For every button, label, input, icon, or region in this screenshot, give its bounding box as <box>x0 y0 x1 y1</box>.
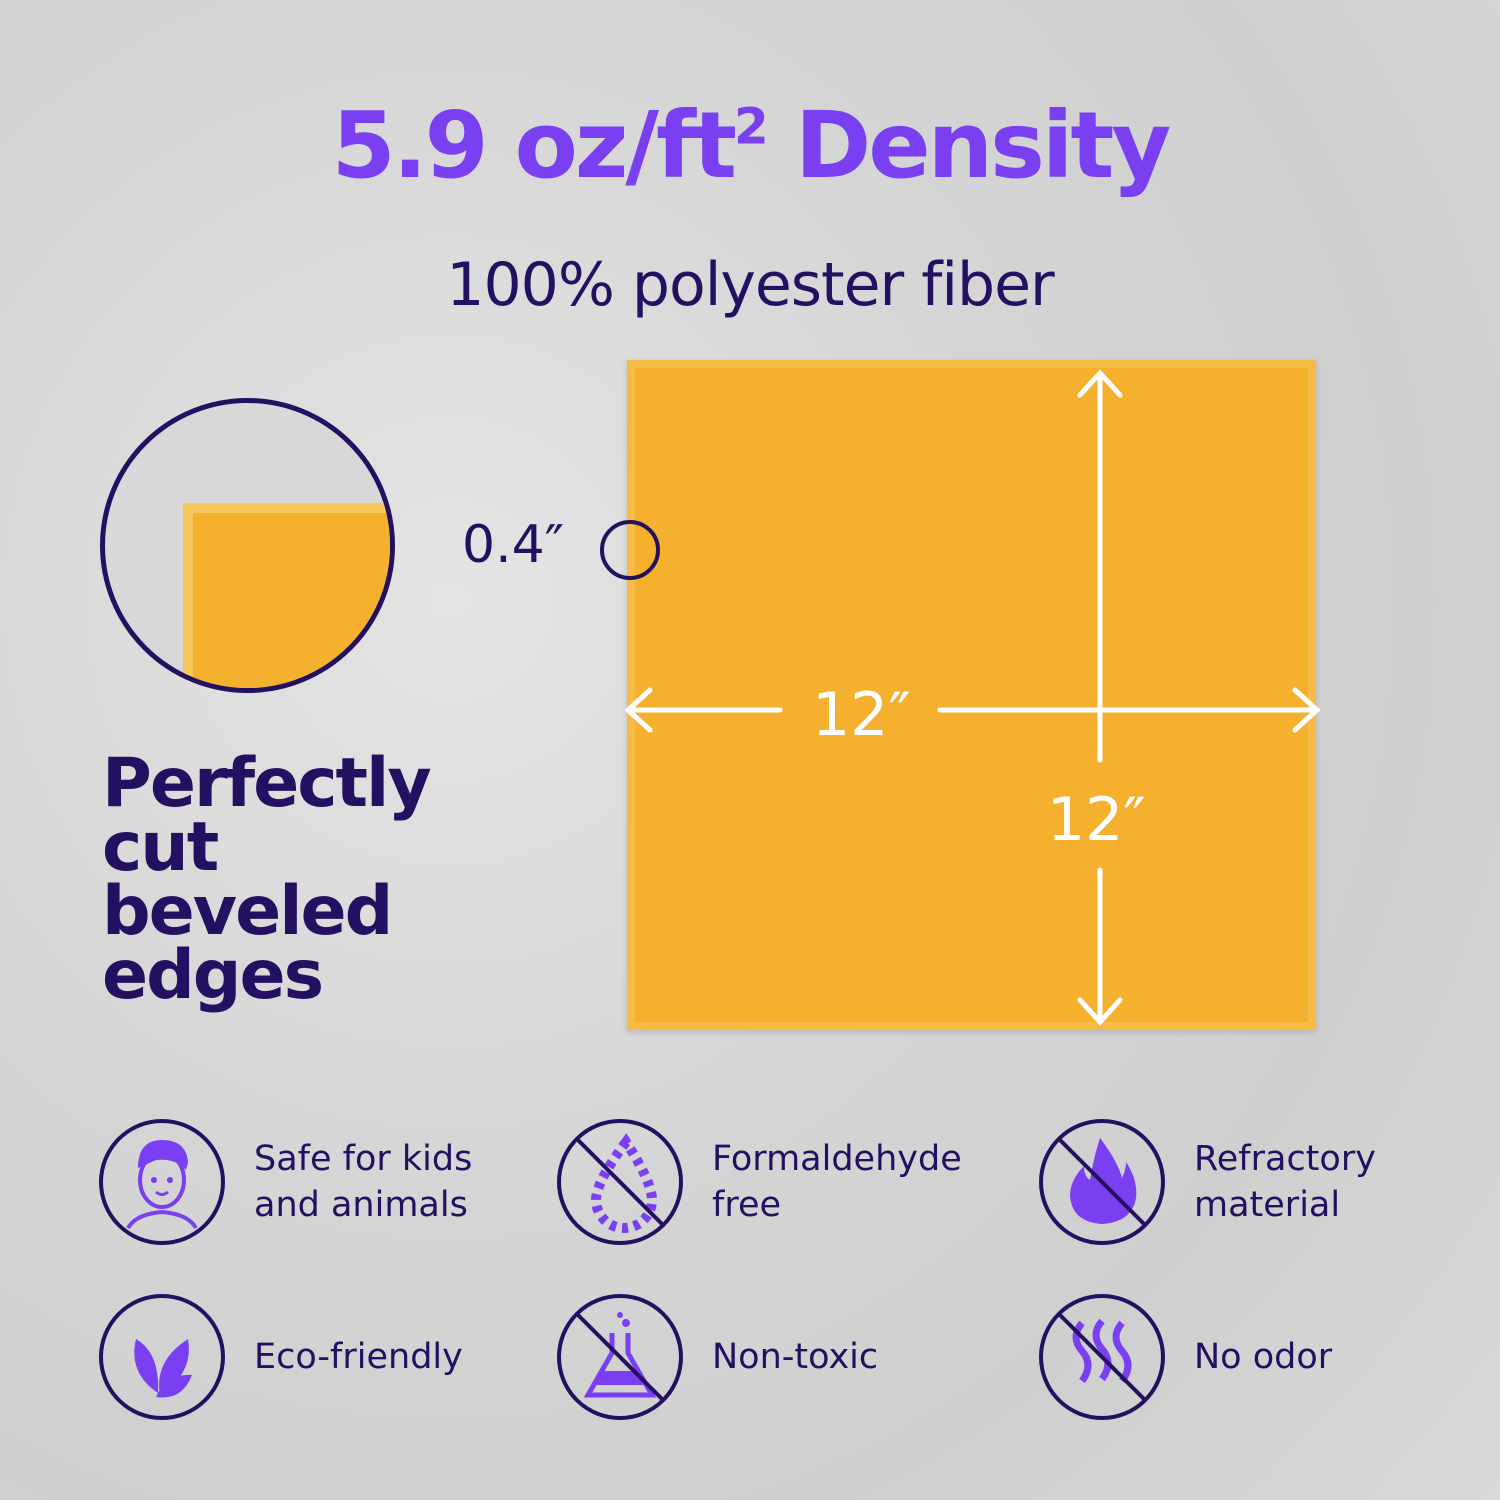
no-flask-icon <box>557 1294 683 1420</box>
child-face-icon <box>99 1119 225 1245</box>
feature-eco: Eco-friendly <box>98 1293 463 1421</box>
leaves-icon <box>99 1294 225 1420</box>
thickness-marker <box>600 520 660 580</box>
beveled-edge-image <box>183 503 390 688</box>
feature-refractory: Refractory material <box>1038 1118 1376 1246</box>
feature-formaldehyde: Formaldehyde free <box>556 1118 962 1246</box>
no-drop-icon <box>557 1119 683 1245</box>
no-fire-icon <box>1039 1119 1165 1245</box>
dimension-arrows <box>624 369 1321 1026</box>
headline: 5.9 oz/ft2 Density <box>331 92 1172 199</box>
acoustic-panel <box>627 360 1316 1030</box>
bevel-text: Perfectly cut beveled edges <box>102 744 432 1015</box>
subtitle: 100% polyester fiber <box>446 250 1054 320</box>
thickness-label: 0.4″ <box>462 515 565 575</box>
edge-detail-circle <box>100 398 395 693</box>
height-label: 12″ <box>1047 785 1146 855</box>
feature-non-toxic: Non-toxic <box>556 1293 878 1421</box>
width-label: 12″ <box>812 680 911 750</box>
feature-no-odor: No odor <box>1038 1293 1332 1421</box>
no-odor-icon <box>1039 1294 1165 1420</box>
feature-safe: Safe for kids and animals <box>98 1118 472 1246</box>
